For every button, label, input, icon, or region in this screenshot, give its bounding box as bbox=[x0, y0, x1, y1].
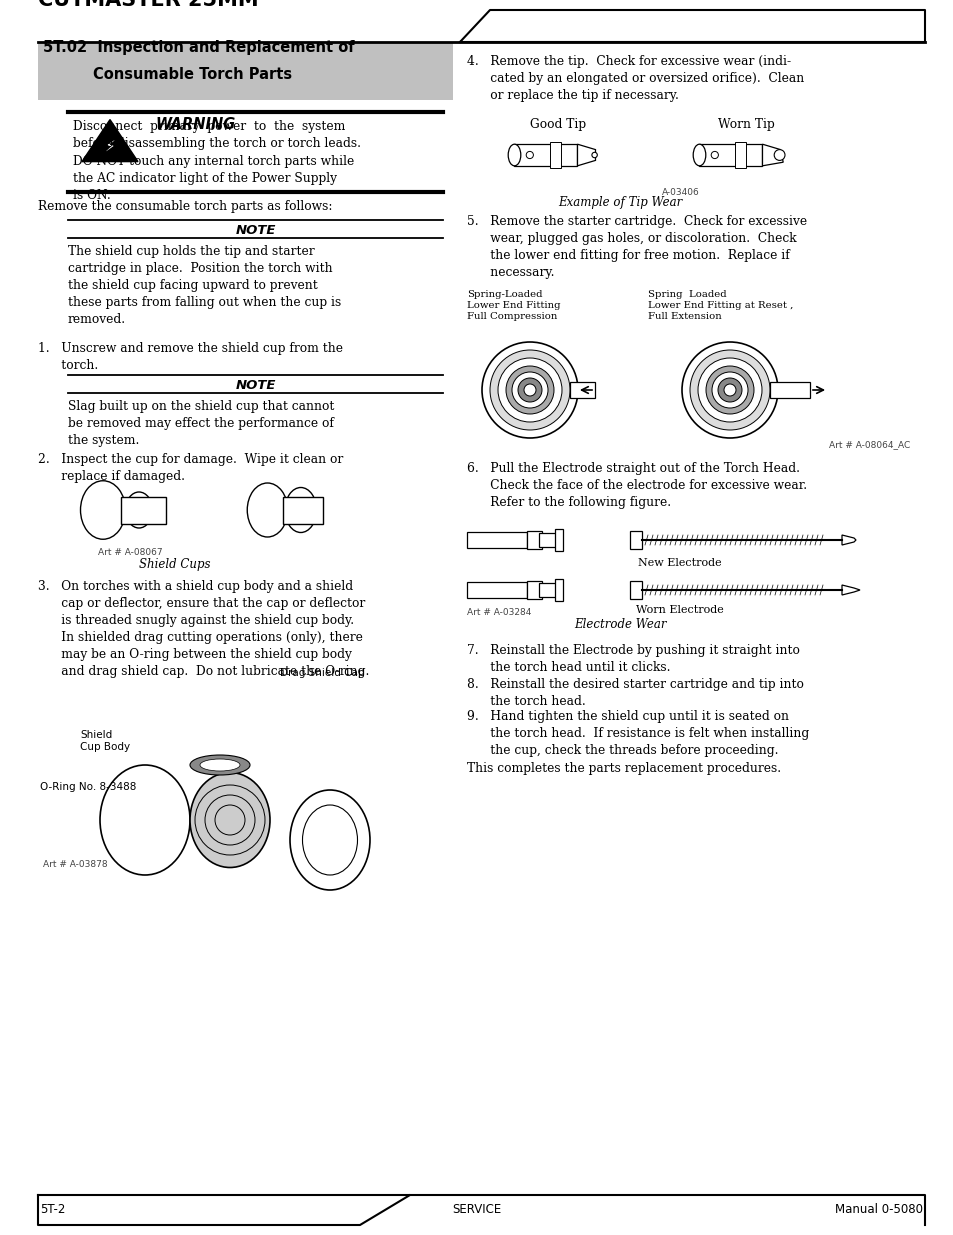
Text: 5T-2: 5T-2 bbox=[40, 1203, 66, 1216]
Text: ⚡: ⚡ bbox=[105, 138, 115, 153]
Circle shape bbox=[292, 501, 310, 519]
Text: SERVICE: SERVICE bbox=[452, 1203, 501, 1216]
Polygon shape bbox=[841, 535, 855, 545]
Text: Good Tip: Good Tip bbox=[530, 119, 585, 131]
Circle shape bbox=[710, 152, 718, 158]
Ellipse shape bbox=[190, 755, 250, 776]
Bar bbox=[769, 382, 809, 398]
Circle shape bbox=[711, 372, 747, 408]
Bar bbox=[629, 531, 641, 550]
Polygon shape bbox=[577, 144, 595, 165]
Circle shape bbox=[718, 378, 741, 403]
Text: 7.   Reinstall the Electrode by pushing it straight into
      the torch head un: 7. Reinstall the Electrode by pushing it… bbox=[467, 643, 799, 674]
Text: Art # A-08064_AC: Art # A-08064_AC bbox=[828, 440, 909, 450]
Circle shape bbox=[497, 358, 561, 422]
Bar bbox=[467, 532, 526, 548]
Bar bbox=[550, 142, 560, 168]
Text: 8.   Reinstall the desired starter cartridge and tip into
      the torch head.: 8. Reinstall the desired starter cartrid… bbox=[467, 678, 803, 708]
Bar bbox=[514, 144, 577, 165]
Text: Art # A-03284: Art # A-03284 bbox=[467, 608, 531, 618]
Text: 6.   Pull the Electrode straight out of the Torch Head.
      Check the face of : 6. Pull the Electrode straight out of th… bbox=[467, 462, 806, 509]
Bar bbox=[569, 382, 595, 398]
Text: Art # A-08067: Art # A-08067 bbox=[97, 548, 162, 557]
Circle shape bbox=[505, 366, 554, 414]
Bar bbox=[38, 42, 453, 100]
Text: 5T.02  Inspection and Replacement of: 5T.02 Inspection and Replacement of bbox=[43, 40, 355, 56]
Text: Spring-Loaded
Lower End Fitting
Full Compression: Spring-Loaded Lower End Fitting Full Com… bbox=[467, 290, 560, 321]
Ellipse shape bbox=[247, 483, 288, 537]
Text: O-Ring No. 8-3488: O-Ring No. 8-3488 bbox=[40, 782, 136, 792]
Bar bbox=[538, 583, 558, 597]
Text: Worn Electrode: Worn Electrode bbox=[636, 605, 723, 615]
Text: Drag Shield Cap: Drag Shield Cap bbox=[280, 668, 364, 678]
Text: Shield
Cup Body: Shield Cup Body bbox=[80, 730, 130, 752]
Text: A-03406: A-03406 bbox=[661, 188, 700, 198]
Bar bbox=[699, 144, 761, 165]
Text: NOTE: NOTE bbox=[235, 224, 275, 237]
Text: Slag built up on the shield cup that cannot
be removed may effect the performanc: Slag built up on the shield cup that can… bbox=[68, 400, 334, 447]
Bar bbox=[538, 534, 558, 547]
Ellipse shape bbox=[80, 480, 126, 540]
Circle shape bbox=[132, 503, 146, 517]
Circle shape bbox=[705, 366, 753, 414]
Text: Worn Tip: Worn Tip bbox=[718, 119, 774, 131]
Ellipse shape bbox=[190, 773, 270, 867]
Circle shape bbox=[698, 358, 761, 422]
Text: Example of Tip Wear: Example of Tip Wear bbox=[558, 196, 681, 209]
Ellipse shape bbox=[290, 790, 370, 890]
Bar bbox=[629, 580, 641, 599]
Circle shape bbox=[689, 350, 769, 430]
Text: Consumable Torch Parts: Consumable Torch Parts bbox=[92, 67, 292, 82]
Text: New Electrode: New Electrode bbox=[638, 558, 721, 568]
Circle shape bbox=[523, 384, 536, 396]
Bar bbox=[735, 142, 745, 168]
Ellipse shape bbox=[126, 492, 152, 529]
Text: Shield Cups: Shield Cups bbox=[139, 558, 211, 571]
Circle shape bbox=[517, 378, 541, 403]
Circle shape bbox=[490, 350, 569, 430]
Circle shape bbox=[681, 342, 778, 438]
Circle shape bbox=[591, 152, 597, 158]
Text: Art # A-03878: Art # A-03878 bbox=[43, 860, 108, 869]
Text: Disconnect  primary  power  to  the  system
before disassembling the torch or to: Disconnect primary power to the system b… bbox=[73, 120, 360, 149]
Bar bbox=[555, 529, 562, 551]
Circle shape bbox=[512, 372, 547, 408]
Text: 3.   On torches with a shield cup body and a shield
      cap or deflector, ensu: 3. On torches with a shield cup body and… bbox=[38, 580, 369, 678]
Ellipse shape bbox=[693, 144, 705, 165]
Text: 5.   Remove the starter cartridge.  Check for excessive
      wear, plugged gas : 5. Remove the starter cartridge. Check f… bbox=[467, 215, 806, 279]
Bar bbox=[555, 579, 562, 601]
Text: Electrode Wear: Electrode Wear bbox=[573, 618, 665, 631]
Ellipse shape bbox=[100, 764, 190, 876]
Circle shape bbox=[774, 149, 784, 161]
Text: CUTMASTER 25MM: CUTMASTER 25MM bbox=[38, 0, 258, 10]
Polygon shape bbox=[82, 120, 138, 162]
Ellipse shape bbox=[285, 488, 316, 532]
Text: DO NOT touch any internal torch parts while
the AC indicator light of the Power : DO NOT touch any internal torch parts wh… bbox=[73, 156, 354, 203]
Text: 4.   Remove the tip.  Check for excessive wear (indi-
      cated by an elongate: 4. Remove the tip. Check for excessive w… bbox=[467, 56, 803, 103]
Bar bbox=[282, 496, 323, 524]
Bar bbox=[121, 496, 166, 524]
Text: The shield cup holds the tip and starter
cartridge in place.  Position the torch: The shield cup holds the tip and starter… bbox=[68, 245, 341, 326]
Text: Remove the consumable torch parts as follows:: Remove the consumable torch parts as fol… bbox=[38, 200, 333, 212]
Circle shape bbox=[481, 342, 578, 438]
Ellipse shape bbox=[200, 760, 240, 771]
Circle shape bbox=[723, 384, 735, 396]
Text: 9.   Hand tighten the shield cup until it is seated on
      the torch head.  If: 9. Hand tighten the shield cup until it … bbox=[467, 710, 808, 757]
Text: WARNING: WARNING bbox=[154, 117, 235, 132]
Bar bbox=[526, 531, 541, 550]
Polygon shape bbox=[841, 585, 859, 595]
Text: 1.   Unscrew and remove the shield cup from the
      torch.: 1. Unscrew and remove the shield cup fro… bbox=[38, 342, 343, 372]
Bar bbox=[526, 580, 541, 599]
Bar bbox=[467, 582, 526, 598]
Text: 2.   Inspect the cup for damage.  Wipe it clean or
      replace if damaged.: 2. Inspect the cup for damage. Wipe it c… bbox=[38, 453, 343, 483]
Text: This completes the parts replacement procedures.: This completes the parts replacement pro… bbox=[467, 762, 781, 776]
Text: Spring  Loaded
Lower End Fitting at Reset ,
Full Extension: Spring Loaded Lower End Fitting at Reset… bbox=[647, 290, 793, 321]
Ellipse shape bbox=[508, 144, 520, 165]
Text: Manual 0-5080: Manual 0-5080 bbox=[834, 1203, 923, 1216]
Text: NOTE: NOTE bbox=[235, 379, 275, 391]
Polygon shape bbox=[761, 144, 782, 165]
Circle shape bbox=[526, 152, 533, 158]
